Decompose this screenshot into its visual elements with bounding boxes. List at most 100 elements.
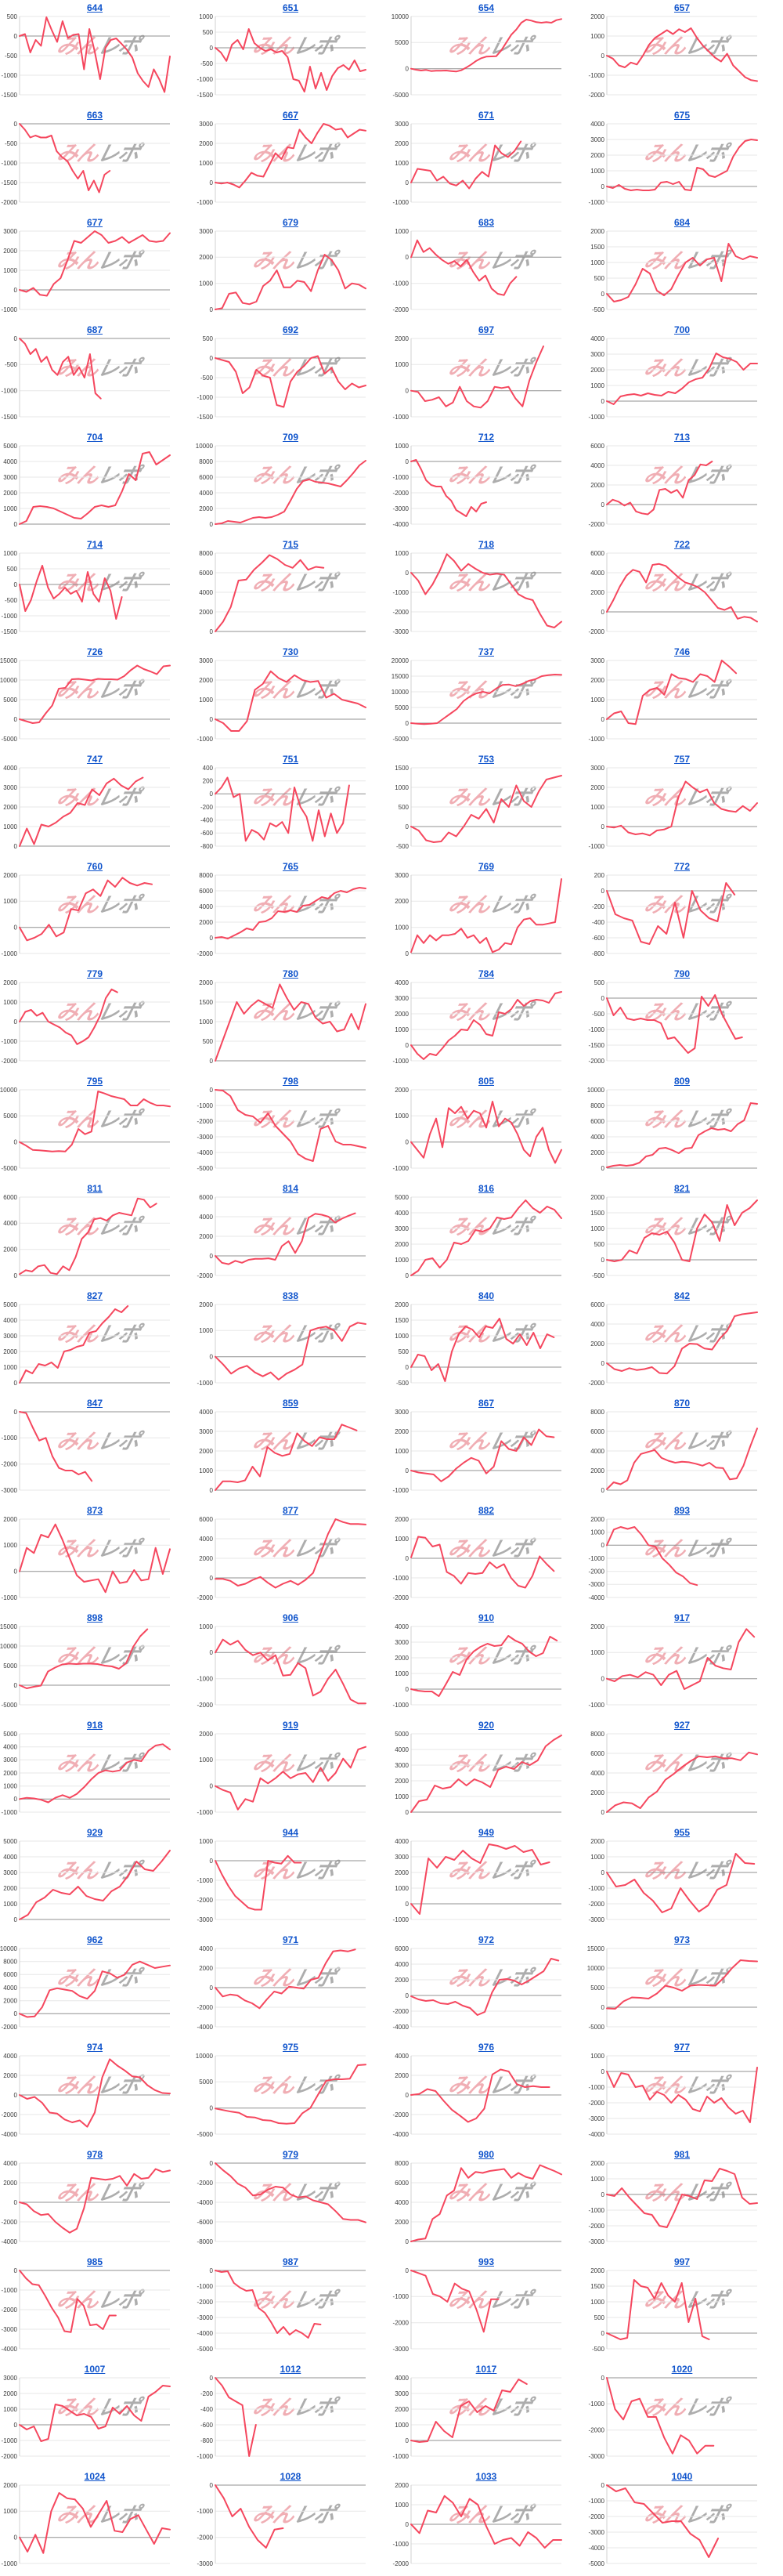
machine-number-link[interactable]: 684	[673, 217, 691, 228]
machine-number-link[interactable]: 867	[478, 1398, 495, 1409]
machine-number-link[interactable]: 997	[673, 2256, 691, 2267]
machine-number-link[interactable]: 972	[478, 1934, 495, 1945]
machine-number-link[interactable]: 657	[673, 2, 691, 13]
machine-number-link[interactable]: 757	[673, 754, 691, 765]
machine-number-link[interactable]: 805	[478, 1076, 495, 1087]
machine-cell: 1040 みんレポ -5000 -4000 -3000 -2000 -1000 0	[587, 2469, 783, 2576]
machine-number-link[interactable]: 715	[282, 539, 299, 550]
machine-number-link[interactable]: 677	[86, 217, 103, 228]
machine-number-link[interactable]: 893	[673, 1505, 691, 1516]
machine-number-link[interactable]: 1007	[84, 2364, 106, 2375]
machine-number-link[interactable]: 765	[282, 861, 299, 872]
machine-number-link[interactable]: 985	[86, 2256, 103, 2267]
machine-number-link[interactable]: 949	[478, 1827, 495, 1838]
machine-number-link[interactable]: 971	[282, 1934, 299, 1945]
machine-number-link[interactable]: 737	[478, 646, 495, 657]
machine-number-link[interactable]: 713	[673, 432, 691, 443]
machine-number-link[interactable]: 753	[478, 754, 495, 765]
machine-number-link[interactable]: 980	[478, 2149, 495, 2160]
y-tick-label: 3000	[3, 1333, 17, 1340]
slump-chart: -3000 -2000 -1000 0 1000 2000	[589, 2160, 758, 2245]
machine-number-link[interactable]: 811	[87, 1183, 103, 1194]
machine-number-link[interactable]: 917	[673, 1612, 691, 1623]
machine-number-link[interactable]: 827	[86, 1290, 103, 1301]
machine-number-link[interactable]: 973	[673, 1934, 691, 1945]
machine-number-link[interactable]: 779	[86, 968, 103, 979]
machine-number-link[interactable]: 1012	[280, 2364, 301, 2375]
machine-number-link[interactable]: 780	[282, 968, 299, 979]
machine-number-link[interactable]: 870	[673, 1398, 691, 1409]
machine-number-link[interactable]: 1033	[475, 2471, 497, 2482]
machine-number-link[interactable]: 663	[86, 110, 103, 121]
machine-number-link[interactable]: 692	[282, 324, 299, 335]
machine-number-link[interactable]: 962	[86, 1934, 103, 1945]
machine-number-link[interactable]: 882	[478, 1505, 495, 1516]
machine-number-link[interactable]: 979	[282, 2149, 299, 2160]
machine-number-link[interactable]: 1028	[280, 2471, 301, 2482]
machine-number-link[interactable]: 873	[86, 1505, 103, 1516]
machine-number-link[interactable]: 679	[282, 217, 299, 228]
machine-number-link[interactable]: 683	[478, 217, 495, 228]
machine-number-link[interactable]: 760	[86, 861, 103, 872]
machine-number-link[interactable]: 910	[478, 1612, 495, 1623]
machine-number-link[interactable]: 1020	[671, 2364, 693, 2375]
machine-number-link[interactable]: 821	[673, 1183, 691, 1194]
machine-number-link[interactable]: 927	[673, 1720, 691, 1731]
machine-number-link[interactable]: 667	[282, 110, 299, 121]
machine-number-link[interactable]: 974	[86, 2042, 103, 2053]
machine-number-link[interactable]: 714	[86, 539, 103, 550]
machine-number-link[interactable]: 978	[86, 2149, 103, 2160]
machine-number-link[interactable]: 977	[673, 2042, 691, 2053]
machine-number-link[interactable]: 1017	[475, 2364, 497, 2375]
machine-number-link[interactable]: 726	[86, 646, 103, 657]
machine-number-link[interactable]: 877	[282, 1505, 299, 1516]
machine-number-link[interactable]: 955	[673, 1827, 691, 1838]
machine-number-link[interactable]: 746	[673, 646, 691, 657]
machine-number-link[interactable]: 987	[282, 2256, 299, 2267]
machine-number-link[interactable]: 704	[86, 432, 103, 443]
machine-number-link[interactable]: 906	[282, 1612, 299, 1623]
machine-number-link[interactable]: 709	[282, 432, 299, 443]
machine-number-link[interactable]: 687	[86, 324, 103, 335]
machine-number-link[interactable]: 981	[673, 2149, 691, 2160]
machine-number-link[interactable]: 671	[478, 110, 495, 121]
machine-number-link[interactable]: 929	[86, 1827, 103, 1838]
machine-number-link[interactable]: 1040	[671, 2471, 693, 2482]
machine-number-link[interactable]: 790	[673, 968, 691, 979]
machine-number-link[interactable]: 722	[673, 539, 691, 550]
machine-number-link[interactable]: 675	[673, 110, 691, 121]
machine-number-link[interactable]: 840	[478, 1290, 495, 1301]
machine-number-link[interactable]: 842	[673, 1290, 691, 1301]
machine-number-link[interactable]: 918	[86, 1720, 103, 1731]
machine-number-link[interactable]: 784	[478, 968, 495, 979]
machine-number-link[interactable]: 795	[86, 1076, 103, 1087]
machine-number-link[interactable]: 920	[478, 1720, 495, 1731]
machine-number-link[interactable]: 1024	[84, 2471, 106, 2482]
machine-number-link[interactable]: 700	[673, 324, 691, 335]
machine-number-link[interactable]: 847	[86, 1398, 103, 1409]
machine-number-link[interactable]: 751	[282, 754, 299, 765]
machine-number-link[interactable]: 654	[478, 2, 495, 13]
machine-number-link[interactable]: 809	[673, 1076, 691, 1087]
machine-number-link[interactable]: 697	[478, 324, 495, 335]
machine-number-link[interactable]: 712	[478, 432, 495, 443]
machine-number-link[interactable]: 747	[86, 754, 103, 765]
machine-number-link[interactable]: 772	[673, 861, 691, 872]
machine-number-link[interactable]: 919	[282, 1720, 299, 1731]
machine-number-link[interactable]: 976	[478, 2042, 495, 2053]
y-tick-label: 4000	[199, 1536, 213, 1543]
machine-number-link[interactable]: 644	[86, 2, 103, 13]
machine-number-link[interactable]: 838	[282, 1290, 299, 1301]
machine-number-link[interactable]: 816	[478, 1183, 495, 1194]
machine-number-link[interactable]: 718	[478, 539, 495, 550]
machine-number-link[interactable]: 975	[282, 2042, 299, 2053]
machine-number-link[interactable]: 814	[282, 1183, 299, 1194]
machine-number-link[interactable]: 798	[282, 1076, 299, 1087]
machine-number-link[interactable]: 651	[282, 2, 299, 13]
machine-number-link[interactable]: 859	[282, 1398, 299, 1409]
machine-number-link[interactable]: 769	[478, 861, 495, 872]
machine-number-link[interactable]: 730	[282, 646, 299, 657]
machine-number-link[interactable]: 898	[86, 1612, 103, 1623]
machine-number-link[interactable]: 944	[282, 1827, 299, 1838]
machine-number-link[interactable]: 993	[478, 2256, 495, 2267]
